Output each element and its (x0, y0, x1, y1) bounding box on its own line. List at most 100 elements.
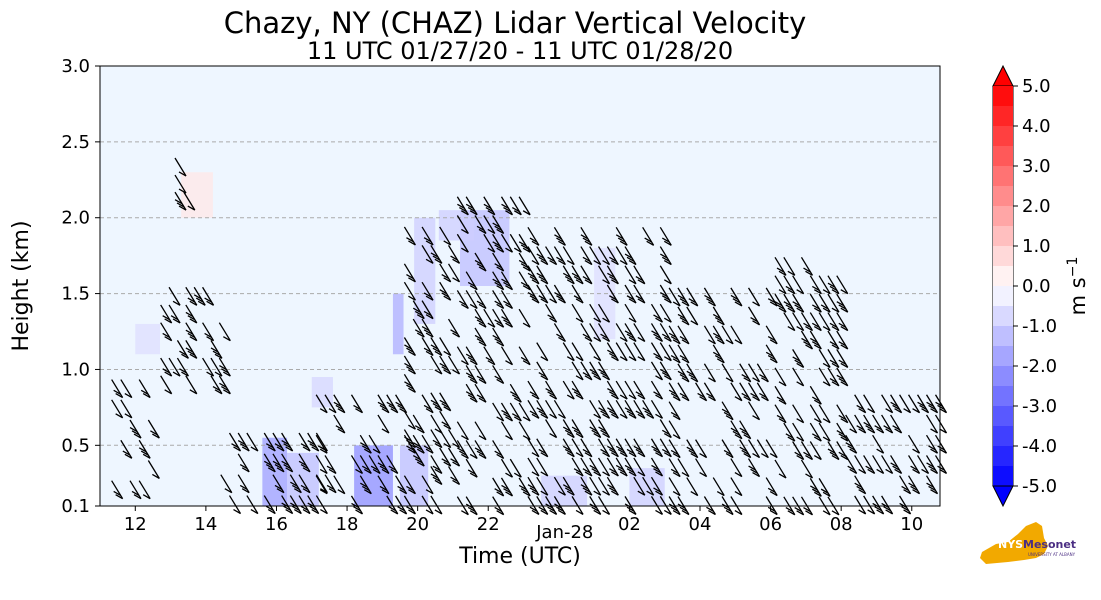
wind-barb (747, 401, 761, 421)
barb-flag (778, 418, 787, 424)
chart-subtitle: 11 UTC 01/27/20 - 11 UTC 01/28/20 (307, 37, 733, 65)
wind-barb (827, 275, 840, 295)
wind-barb (527, 246, 540, 266)
wind-barb (474, 252, 487, 272)
wind-barb (792, 312, 805, 332)
barb-staff (228, 495, 242, 514)
barb-flag (741, 430, 750, 436)
colorbar-band (993, 466, 1013, 486)
barb-staff (686, 306, 699, 326)
barb-flag (750, 468, 758, 474)
wind-barb (756, 382, 769, 402)
barb-flag (487, 322, 496, 328)
barb-staff (650, 323, 664, 342)
barb-flag (838, 304, 847, 310)
barb-staff (668, 439, 681, 458)
barb-flag (778, 307, 787, 313)
barb-staff (589, 342, 602, 361)
barb-flag (822, 381, 831, 387)
barb-flag (796, 510, 804, 516)
wind-barb (774, 275, 787, 295)
barb-flag (716, 320, 725, 326)
barb-flag (250, 509, 259, 515)
barb-staff (818, 422, 831, 442)
wind-barb (712, 344, 725, 364)
barb-flag (212, 385, 221, 392)
barb-flag (865, 425, 873, 431)
wind-barb (527, 457, 540, 477)
barb-flag (267, 467, 276, 473)
barb-flag (485, 206, 494, 213)
barb-flag (360, 482, 368, 488)
barb-flag (496, 266, 504, 272)
barb-flag (677, 294, 686, 300)
barb-flag (441, 273, 450, 280)
barb-staff (836, 275, 849, 295)
barb-staff (580, 361, 593, 381)
barb-staff (421, 281, 434, 301)
wind-barb (668, 439, 681, 459)
wind-barb (925, 434, 939, 454)
barb-flag (794, 359, 802, 365)
barb-staff (571, 457, 584, 477)
wind-barb (545, 284, 558, 304)
barb-flag (831, 307, 840, 313)
barb-staff (677, 325, 690, 345)
barb-staff (615, 246, 628, 265)
barb-flag (467, 356, 476, 363)
barb-staff (509, 383, 522, 403)
wind-barb (120, 439, 133, 459)
barb-staff (174, 157, 187, 177)
colorbar-band (993, 126, 1013, 146)
barb-flag (783, 301, 792, 307)
barb-flag (767, 506, 776, 512)
barb-flag (681, 472, 690, 478)
wind-barb (333, 475, 346, 495)
wind-barb (315, 394, 328, 414)
barb-flag (189, 353, 198, 359)
x-axis-ticks: 12 14 16 18 20 22 02 04 06 08 10 (124, 506, 923, 535)
barb-flag (829, 378, 838, 384)
colorbar-label-exponent: −1 (1065, 257, 1081, 278)
wind-barb (447, 429, 461, 449)
barb-flag (611, 298, 619, 304)
barb-flag (637, 356, 646, 362)
barb-flag (573, 391, 582, 397)
barb-staff (553, 496, 566, 515)
wind-barb (872, 455, 885, 474)
barb-staff (263, 432, 276, 452)
barb-flag (813, 418, 822, 424)
barb-staff (827, 275, 840, 295)
barb-staff (730, 420, 743, 439)
barb-staff (899, 475, 912, 494)
barb-staff (421, 434, 434, 454)
barb-flag (300, 505, 309, 511)
barb-flag (406, 237, 414, 243)
wind-barb (650, 361, 664, 381)
barb-staff (809, 312, 822, 331)
barb-flag (876, 509, 884, 515)
barb-staff (792, 275, 805, 295)
barb-flag (681, 396, 690, 402)
barb-flag (921, 408, 929, 414)
wind-barb (677, 344, 690, 364)
barb-flag (822, 491, 831, 497)
barb-flag (221, 385, 229, 392)
barb-flag (566, 356, 575, 362)
barb-flag (443, 240, 452, 246)
barb-flag (423, 292, 432, 298)
barb-staff (553, 226, 566, 246)
wind-barb (333, 414, 346, 434)
barb-staff (863, 394, 876, 414)
barb-flag (646, 490, 654, 496)
barb-flag (655, 471, 663, 477)
barb-flag (820, 488, 829, 494)
barb-flag (549, 394, 557, 400)
barb-flag (547, 391, 555, 397)
barb-staff (553, 399, 566, 419)
barb-staff (430, 337, 443, 356)
barb-flag (298, 460, 307, 466)
barb-flag (690, 320, 699, 326)
barb-flag (300, 464, 309, 470)
barb-flag (131, 430, 140, 436)
